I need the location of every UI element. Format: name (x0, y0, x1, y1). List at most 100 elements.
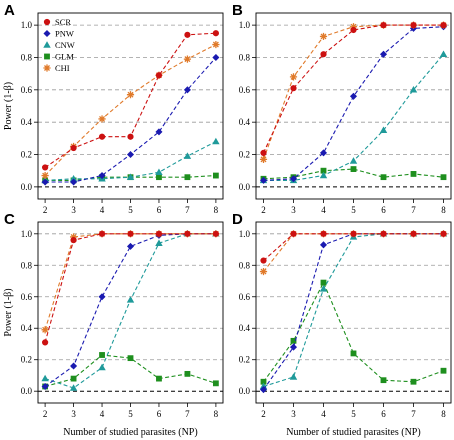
panel-c: 0.0 0.2 0.4 0.6 0.8 1.0 2 3 4 5 6 7 8 C Power (1-β) Num… (3, 211, 224, 438)
point-pnw (289, 175, 298, 183)
point-cnw (289, 373, 298, 380)
point-glm (290, 337, 297, 344)
point-glm (184, 370, 191, 377)
point-scr (260, 257, 267, 264)
point-scr (98, 230, 106, 237)
x-tick-label: 4 (321, 205, 326, 215)
x-tick-label: 3 (291, 205, 296, 215)
point-chi (212, 40, 220, 49)
point-scr (290, 230, 297, 237)
point-pnw (70, 362, 78, 370)
legend-label-glm: GLM (55, 52, 74, 62)
series-glm (42, 352, 219, 390)
point-chi (349, 23, 358, 31)
x-tick-label: 2 (43, 409, 48, 419)
y-tick-label: 0.6 (239, 85, 251, 95)
point-pnw (183, 86, 191, 94)
legend-marker-pnw (43, 29, 51, 38)
panel-letter: C (4, 211, 15, 228)
x-tick-label: 4 (100, 205, 105, 215)
point-scr (350, 230, 357, 237)
point-cnw (439, 50, 448, 57)
point-cnw (183, 152, 192, 159)
point-pnw (319, 241, 328, 249)
x-axis-title: Number of studied parasites (NP) (63, 427, 197, 438)
y-tick-label: 1.0 (239, 229, 251, 239)
point-glm (184, 174, 191, 181)
point-pnw (379, 50, 388, 58)
point-glm (440, 174, 447, 181)
y-tick-label: 0.2 (239, 355, 250, 365)
point-glm (156, 375, 162, 382)
point-chi (98, 115, 106, 123)
point-glm (380, 174, 387, 181)
x-tick-label: 6 (157, 409, 162, 419)
point-glm (212, 172, 219, 179)
y-tick-label: 0.6 (21, 85, 33, 95)
point-cnw (155, 239, 163, 246)
x-tick-label: 6 (381, 409, 386, 419)
series-line-pnw (263, 233, 444, 390)
point-scr (212, 230, 219, 237)
point-pnw (259, 386, 268, 394)
series-cnw (259, 50, 448, 184)
point-cnw (319, 285, 328, 292)
point-cnw (349, 157, 358, 164)
series-chi (41, 40, 220, 180)
point-scr (127, 133, 134, 140)
point-scr (212, 30, 219, 37)
x-tick-label: 4 (321, 409, 326, 419)
point-chi (259, 267, 268, 276)
x-tick-label: 5 (128, 409, 133, 419)
legend-label-chi: CHI (55, 63, 70, 73)
x-tick-label: 3 (291, 409, 296, 419)
legend-marker-scr (43, 18, 51, 26)
panel-b: 0.0 0.2 0.4 0.6 0.8 1.0 2 3 4 5 6 7 8 B (232, 2, 452, 215)
x-tick-label: 6 (157, 205, 162, 215)
point-scr (184, 31, 191, 38)
y-axis-title: Power (1-β) (3, 82, 14, 130)
legend-marker-chi (43, 64, 51, 72)
point-scr (440, 230, 447, 237)
point-pnw (41, 178, 49, 186)
y-tick-label: 0.0 (239, 386, 251, 396)
point-glm (350, 350, 357, 357)
point-pnw (155, 128, 163, 136)
y-tick-label: 0.8 (239, 260, 251, 270)
point-chi (126, 91, 135, 99)
panel-d: 0.0 0.2 0.4 0.6 0.8 1.0 2 3 4 5 6 7 8 D Number of stud… (232, 211, 452, 438)
y-axis-title: Power (1-β) (3, 288, 14, 336)
series-scr (260, 22, 447, 157)
point-scr (320, 51, 327, 58)
panel-letter: D (232, 211, 243, 228)
point-scr (184, 230, 191, 237)
point-glm (380, 377, 387, 384)
x-tick-label: 8 (214, 205, 219, 215)
panel-letter: B (232, 2, 243, 19)
legend-label-cnw: CNW (55, 40, 75, 50)
y-tick-label: 1.0 (21, 229, 33, 239)
x-tick-label: 3 (71, 205, 76, 215)
x-tick-label: 8 (214, 409, 219, 419)
point-chi (259, 155, 268, 163)
panel-letter: A (4, 2, 15, 19)
y-tick-label: 0.4 (21, 323, 33, 333)
x-axis-title: Number of studied parasites (NP) (286, 427, 420, 438)
legend-marker-cnw (43, 41, 51, 48)
x-tick-label: 2 (261, 409, 266, 419)
y-tick-label: 0.8 (239, 52, 251, 62)
panel-a: 0.0 0.2 0.4 0.6 0.8 1.0 2 3 4 5 6 7 8 A Power (1-β) SCR… (3, 2, 224, 215)
point-chi (41, 171, 49, 180)
point-glm (156, 174, 162, 181)
x-tick-label: 4 (100, 409, 105, 419)
series-line-scr (44, 233, 216, 343)
point-scr (380, 230, 387, 237)
point-glm (212, 380, 219, 387)
point-pnw (98, 172, 106, 180)
series-chi (259, 21, 448, 163)
point-scr (410, 22, 417, 29)
point-cnw (409, 86, 418, 93)
point-scr (380, 22, 387, 29)
point-pnw (212, 53, 220, 62)
x-tick-label: 3 (71, 409, 76, 419)
